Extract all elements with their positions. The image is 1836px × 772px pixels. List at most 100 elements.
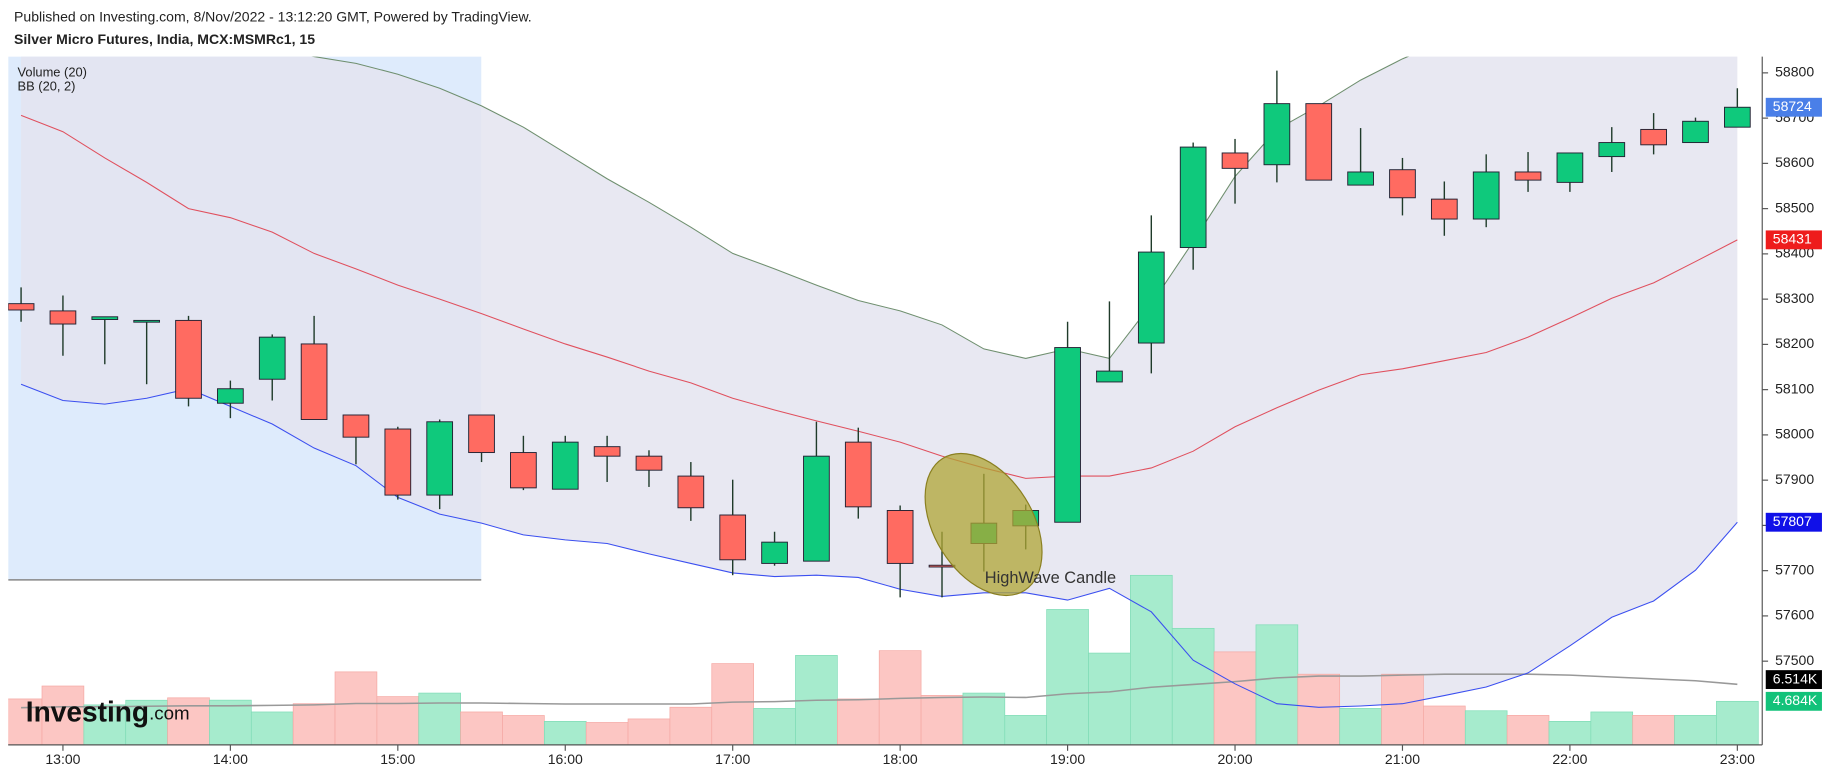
candle-body bbox=[1054, 347, 1081, 523]
x-tick-label: 21:00 bbox=[1385, 751, 1420, 767]
volume-bar bbox=[585, 722, 629, 745]
volume-tag-box bbox=[1765, 691, 1822, 711]
volume-tag-label: 4.684K bbox=[1773, 692, 1818, 708]
candle-body bbox=[1598, 142, 1626, 158]
volume-bar bbox=[418, 692, 461, 745]
candle-body bbox=[1221, 152, 1249, 169]
candle-body bbox=[258, 336, 286, 380]
volume-bar bbox=[1171, 627, 1215, 745]
volume-bar bbox=[1213, 651, 1257, 745]
watermark-logo: Investing.com bbox=[26, 696, 190, 728]
volume-bar bbox=[502, 715, 545, 745]
volume-ma-line bbox=[21, 673, 1738, 709]
volume-bar bbox=[920, 695, 964, 745]
volume-bar bbox=[1297, 673, 1341, 745]
candle-body bbox=[551, 441, 579, 490]
volume-bar bbox=[1423, 705, 1466, 745]
candle-body bbox=[510, 452, 537, 489]
y-tick-label: 58300 bbox=[1775, 290, 1814, 306]
x-tick-label: 23:00 bbox=[1720, 751, 1755, 767]
y-tick-label: 58500 bbox=[1775, 199, 1814, 215]
candle-body bbox=[342, 414, 370, 438]
y-tick-label: 57900 bbox=[1775, 471, 1814, 487]
bb-band-fill bbox=[21, 56, 1738, 708]
y-tick-label: 58000 bbox=[1775, 426, 1814, 442]
candle-body bbox=[384, 428, 412, 496]
last-price-tag-box bbox=[1765, 97, 1822, 117]
volume-bar bbox=[1381, 673, 1424, 745]
x-tick-label: 22:00 bbox=[1552, 751, 1587, 767]
candle-body bbox=[468, 414, 495, 454]
y-tick-label: 57700 bbox=[1775, 561, 1814, 577]
volume-ma-tag-box bbox=[1765, 670, 1822, 690]
watermark-suffix: .com bbox=[149, 702, 190, 723]
candle-body bbox=[1305, 103, 1333, 181]
candle-body bbox=[1472, 171, 1500, 220]
candle-body bbox=[1347, 171, 1374, 186]
x-tick-label: 19:00 bbox=[1050, 751, 1085, 767]
candle-body bbox=[1556, 152, 1584, 183]
volume-bar bbox=[1046, 609, 1089, 745]
volume-bar bbox=[1548, 721, 1592, 745]
volume-bar bbox=[1004, 715, 1048, 745]
candle-body bbox=[1263, 103, 1291, 166]
candle-body bbox=[803, 455, 830, 562]
y-tick-label: 57600 bbox=[1775, 607, 1814, 623]
candle-body bbox=[91, 316, 119, 320]
candle-body bbox=[719, 514, 747, 561]
candle-body bbox=[677, 475, 705, 509]
volume-bar bbox=[711, 663, 754, 745]
bb-legend: BB (20, 2) bbox=[18, 79, 76, 94]
volume-bar bbox=[543, 721, 587, 745]
x-tick-label: 17:00 bbox=[715, 751, 750, 767]
candle-body bbox=[1430, 198, 1458, 220]
volume-legend: Volume (20) bbox=[18, 64, 87, 79]
x-tick-label: 14:00 bbox=[213, 751, 248, 767]
candle-body bbox=[8, 303, 35, 311]
volume-bar bbox=[1506, 715, 1550, 745]
volume-bar bbox=[1130, 574, 1173, 745]
x-tick-label: 15:00 bbox=[380, 751, 415, 767]
candle-body bbox=[175, 319, 202, 399]
annotation-ellipse bbox=[924, 452, 1043, 597]
candle-body bbox=[761, 541, 788, 564]
volume-bar bbox=[837, 698, 880, 745]
volume-bar bbox=[334, 671, 378, 745]
x-tick-label: 20:00 bbox=[1217, 751, 1252, 767]
candle-body bbox=[300, 343, 328, 420]
volume-bar bbox=[1674, 715, 1717, 745]
y-tick-label: 57500 bbox=[1775, 652, 1814, 668]
volume-bar bbox=[753, 708, 796, 745]
volume-bar bbox=[250, 711, 294, 745]
candle-body bbox=[1096, 370, 1123, 383]
volume-bar bbox=[669, 706, 713, 745]
volume-bar bbox=[125, 699, 168, 745]
x-tick-label: 13:00 bbox=[45, 751, 80, 767]
plot-area bbox=[8, 56, 1759, 745]
bb-upper-line bbox=[311, 56, 1410, 360]
x-tick-label: 16:00 bbox=[548, 751, 583, 767]
volume-ma-tag-label: 6.514K bbox=[1773, 670, 1818, 686]
volume-bar bbox=[460, 711, 503, 745]
y-tick-label: 58200 bbox=[1775, 335, 1814, 351]
y-tick-label: 58800 bbox=[1775, 64, 1814, 80]
bb-middle-line bbox=[20, 114, 1738, 479]
volume-bar bbox=[1464, 710, 1508, 745]
candle-body bbox=[1514, 171, 1542, 181]
watermark-main: Investing bbox=[26, 696, 149, 728]
bb-middle-tag-label: 58431 bbox=[1773, 231, 1812, 247]
bb-lower-line bbox=[20, 383, 1738, 708]
volume-bar bbox=[1716, 700, 1759, 745]
volume-bar bbox=[1632, 715, 1675, 745]
candle-body bbox=[426, 421, 454, 496]
candle-body bbox=[1724, 106, 1751, 128]
candle-body bbox=[1389, 169, 1416, 199]
candle-body bbox=[1640, 128, 1667, 146]
candle-body bbox=[1179, 146, 1207, 249]
y-tick-label: 58100 bbox=[1775, 380, 1814, 396]
bb-lower-tag-box bbox=[1765, 512, 1822, 532]
candle-body bbox=[49, 310, 77, 325]
bb-middle-tag-box bbox=[1765, 230, 1822, 250]
